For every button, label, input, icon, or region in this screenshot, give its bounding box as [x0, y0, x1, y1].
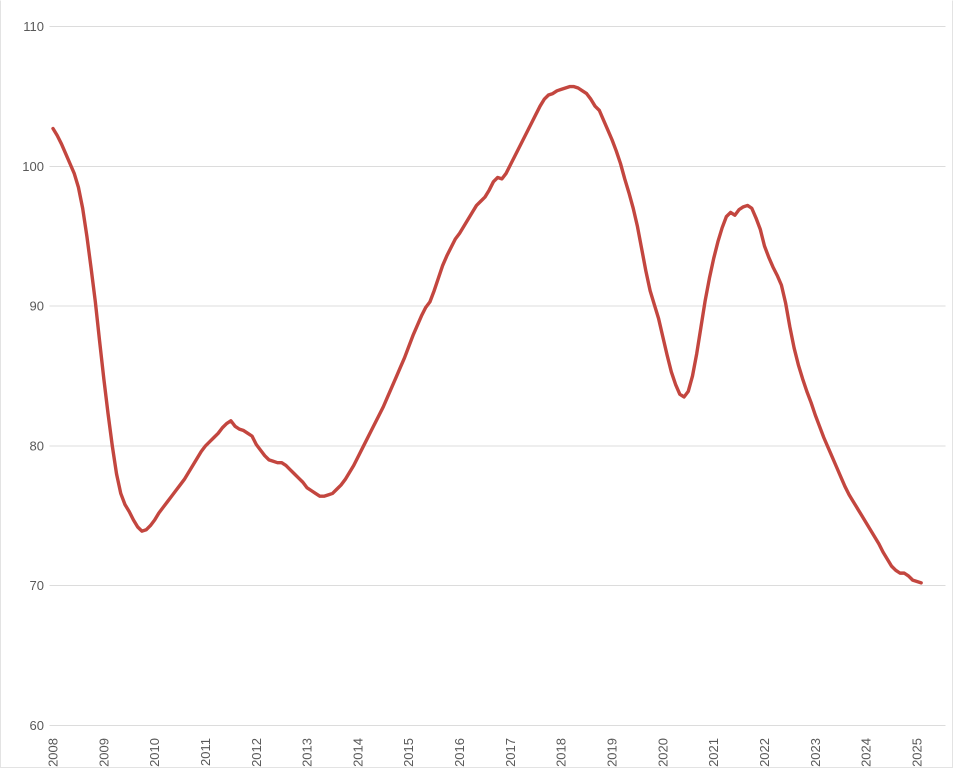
- y-tick-label: 100: [22, 159, 44, 174]
- x-tick-label: 2009: [96, 738, 111, 767]
- x-tick-label: 2025: [909, 738, 924, 767]
- y-tick-label: 70: [30, 578, 44, 593]
- y-tick-label: 80: [30, 438, 44, 453]
- x-tick-label: 2021: [706, 738, 721, 767]
- x-tick-label: 2015: [401, 738, 416, 767]
- y-tick-label: 60: [30, 718, 44, 733]
- x-tick-label: 2024: [859, 738, 874, 767]
- x-axis-labels: 2008 2009 2010 2011 2012 2013 2014 2015 2016 2017…: [46, 738, 925, 767]
- x-tick-label: 2016: [452, 738, 467, 767]
- y-axis-labels: 110 100 90 80 70 60: [22, 19, 44, 733]
- x-tick-label: 2020: [655, 738, 670, 767]
- x-tick-label: 2012: [249, 738, 264, 767]
- x-tick-label: 2008: [46, 738, 61, 767]
- y-tick-label: 110: [23, 19, 44, 34]
- x-tick-label: 2017: [503, 738, 518, 767]
- x-tick-label: 2023: [808, 738, 823, 767]
- series-line-index: [51, 84, 923, 585]
- gridlines: [49, 26, 946, 726]
- x-tick-label: 2014: [350, 738, 365, 767]
- y-tick-label: 90: [30, 299, 44, 314]
- x-tick-label: 2019: [605, 738, 620, 767]
- x-tick-label: 2013: [300, 738, 315, 767]
- x-tick-label: 2010: [147, 738, 162, 767]
- data-series: [51, 84, 923, 585]
- x-tick-label: 2022: [757, 738, 772, 767]
- x-tick-label: 2011: [198, 738, 213, 766]
- x-tick-label: 2018: [554, 738, 569, 767]
